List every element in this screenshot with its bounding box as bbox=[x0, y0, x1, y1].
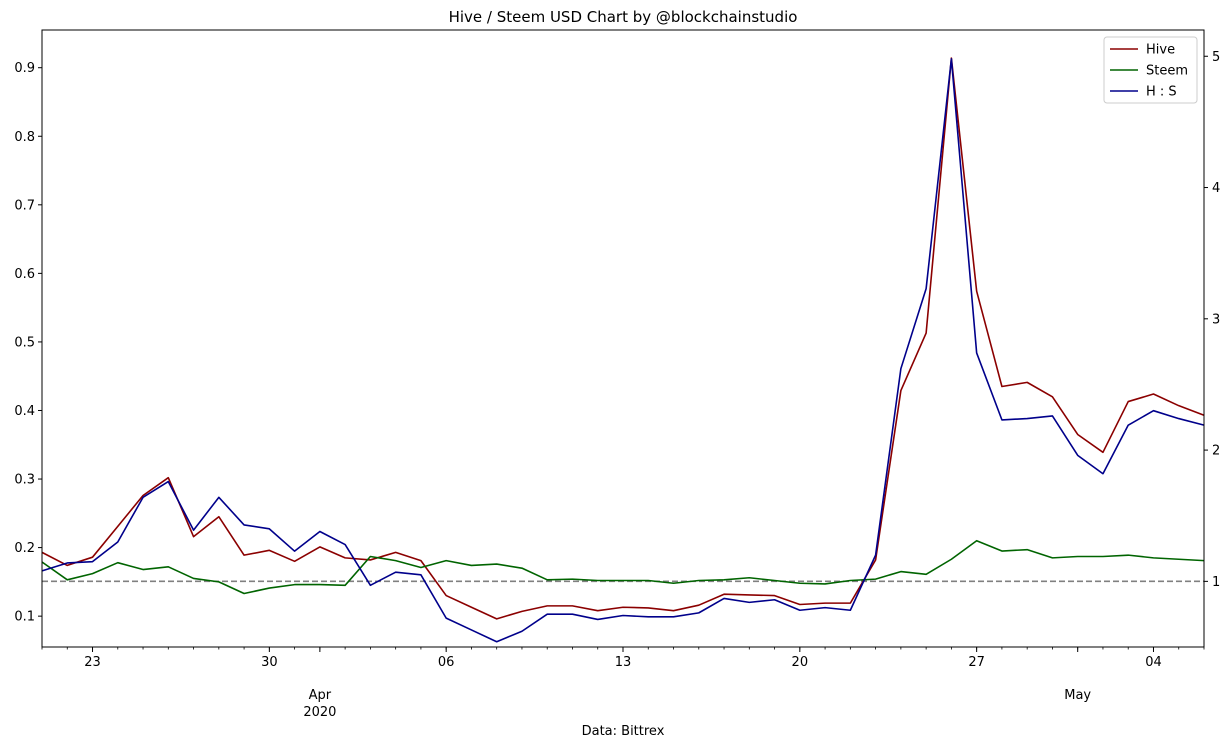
x-tick-label: 27 bbox=[968, 655, 985, 670]
x-year-label: 2020 bbox=[303, 705, 336, 720]
y-left-tick-label: 0.2 bbox=[14, 541, 35, 556]
y-left-tick-label: 0.6 bbox=[14, 267, 35, 282]
y-left-tick-label: 0.4 bbox=[14, 404, 35, 419]
series-layer bbox=[41, 57, 1205, 643]
legend-box bbox=[1103, 36, 1198, 104]
y-right-tick-label: 4 bbox=[1212, 181, 1220, 196]
series-line-hive bbox=[41, 57, 1205, 620]
y-left-tick-label: 0.9 bbox=[14, 61, 35, 76]
y-left-tick-label: 0.1 bbox=[14, 610, 35, 625]
y-right-tick-label: 2 bbox=[1212, 444, 1220, 459]
x-tick-label: 30 bbox=[261, 655, 278, 670]
x-tick-label: 06 bbox=[438, 655, 455, 670]
y-left-tick-label: 0.3 bbox=[14, 473, 35, 488]
series-line-h-s bbox=[41, 58, 1205, 643]
x-tick-label: 23 bbox=[84, 655, 101, 670]
y-left-tick-label: 0.5 bbox=[14, 335, 35, 350]
legend-label: Hive bbox=[1146, 43, 1175, 58]
legend-label: Steem bbox=[1146, 64, 1188, 79]
chart-title: Hive / Steem USD Chart by @blockchainstu… bbox=[449, 8, 798, 26]
y-left-tick-label: 0.8 bbox=[14, 130, 35, 145]
series-line-steem bbox=[41, 539, 1205, 595]
y-right-tick-label: 1 bbox=[1212, 575, 1220, 590]
x-month-label: May bbox=[1064, 688, 1091, 703]
legend: Hive Steem H : S bbox=[1103, 36, 1198, 104]
x-tick-label: 13 bbox=[615, 655, 632, 670]
x-axis-label: Data: Bittrex bbox=[582, 724, 665, 739]
y-right-tick-label: 5 bbox=[1212, 50, 1220, 65]
y-right-tick-label: 3 bbox=[1212, 312, 1220, 327]
x-tick-label: 20 bbox=[792, 655, 809, 670]
x-month-label: Apr bbox=[309, 688, 332, 703]
legend-label: H : S bbox=[1146, 85, 1177, 100]
y-left-tick-label: 0.7 bbox=[14, 198, 35, 213]
x-tick-label: 04 bbox=[1145, 655, 1162, 670]
